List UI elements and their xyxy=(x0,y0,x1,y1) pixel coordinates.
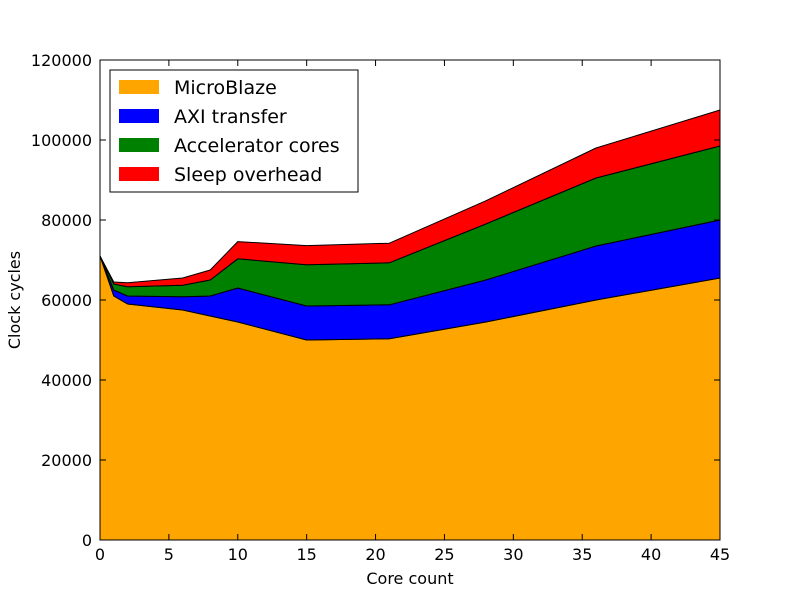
legend-label: Sleep overhead xyxy=(174,164,322,186)
legend-swatch xyxy=(119,167,159,181)
legend: MicroBlaze AXI transfer Accelerator cores S… xyxy=(109,69,359,193)
x-tick-label: 5 xyxy=(164,545,174,564)
y-tick-label: 40000 xyxy=(41,371,92,390)
y-tick-label: 120000 xyxy=(31,51,92,70)
legend-label: AXI transfer xyxy=(174,106,287,128)
y-tick-label: 0 xyxy=(82,531,92,550)
y-tick-label: 20000 xyxy=(41,451,92,470)
legend-label: Accelerator cores xyxy=(174,135,340,157)
x-tick-label: 25 xyxy=(434,545,454,564)
plot-frame xyxy=(99,59,721,541)
x-tick-label: 30 xyxy=(503,545,523,564)
x-tick-label: 15 xyxy=(296,545,316,564)
x-tick-label: 0 xyxy=(95,545,105,564)
x-tick-label: 35 xyxy=(572,545,592,564)
x-tick-label: 10 xyxy=(228,545,248,564)
legend-swatch xyxy=(119,80,159,94)
x-tick-label: 20 xyxy=(365,545,385,564)
y-axis-label: Clock cycles xyxy=(5,251,24,349)
tick-labels: 0 5 10 15 20 25 30 35 40 45 0 20000 40000 60000 80000 1… xyxy=(31,51,730,564)
y-tick-label: 100000 xyxy=(31,131,92,150)
x-tick-label: 45 xyxy=(710,545,730,564)
legend-swatch xyxy=(119,138,159,152)
legend-label: MicroBlaze xyxy=(174,77,277,99)
x-axis-label: Core count xyxy=(366,569,453,588)
x-tick-label: 40 xyxy=(641,545,661,564)
legend-swatch xyxy=(119,109,159,123)
y-tick-label: 80000 xyxy=(41,211,92,230)
y-tick-label: 60000 xyxy=(41,291,92,310)
